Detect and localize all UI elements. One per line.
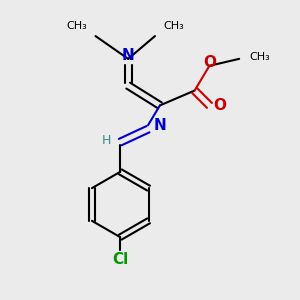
Text: Cl: Cl [112, 253, 128, 268]
Text: CH₃: CH₃ [163, 21, 184, 31]
Text: H: H [102, 134, 111, 147]
Text: O: O [203, 55, 216, 70]
Text: O: O [213, 98, 226, 113]
Text: CH₃: CH₃ [67, 21, 88, 31]
Text: CH₃: CH₃ [249, 52, 270, 62]
Text: N: N [122, 48, 135, 63]
Text: N: N [154, 118, 166, 133]
